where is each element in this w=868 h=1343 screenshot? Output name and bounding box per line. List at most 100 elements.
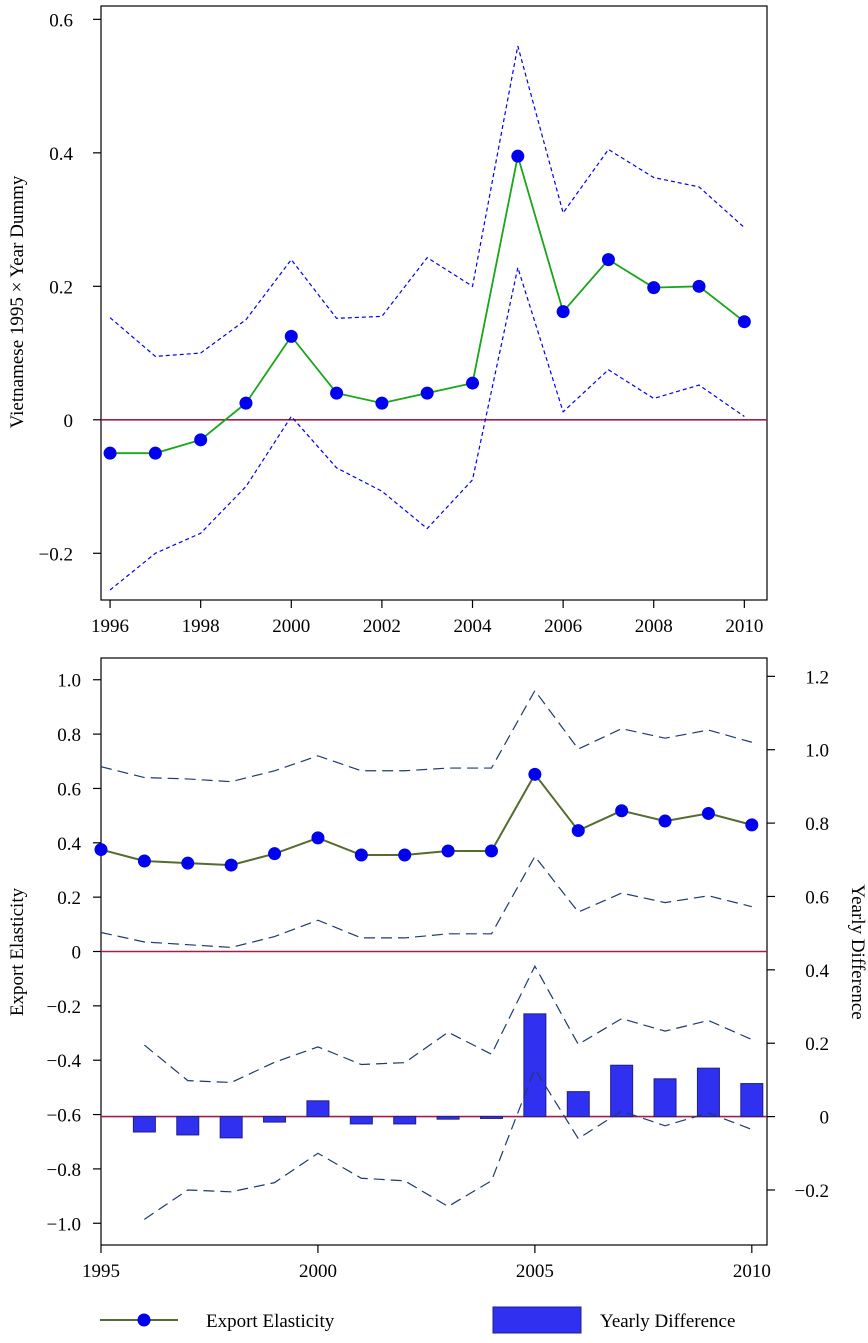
legend-bar-swatch	[492, 1306, 582, 1334]
top-point-2004	[466, 376, 480, 390]
top-estimate-polyline	[110, 155, 745, 455]
bottom-y-tick-label-1: 1.0	[57, 671, 81, 692]
bottom-confidence-bands	[100, 689, 753, 1220]
bottom-left-y-axis: 1.0 0.8 0.6 0.4 0.2 0 −0.2 −0.4 −0.6 −0.8 −1.0	[47, 671, 101, 1235]
bottom-y2-tick-label-0.2: 0.2	[805, 1034, 829, 1055]
yearly-difference-bar-2003	[436, 1116, 460, 1120]
export-elasticity-point-2010	[745, 818, 759, 832]
yearly-difference-bar-2005	[523, 1013, 547, 1118]
top-x-tick-label-2004: 2004	[454, 616, 493, 637]
legend-marker-swatch	[137, 1313, 151, 1327]
elasticity-upper-ci	[100, 689, 752, 783]
bottom-y-tick-label--0.2: −0.2	[47, 997, 81, 1018]
top-y-tick-label-0: 0	[64, 411, 74, 432]
bottom-y-tick-label--1: −1.0	[47, 1214, 81, 1235]
elasticity-lower-ci	[100, 855, 752, 949]
top-y-tick-label-0.2: 0.2	[49, 277, 73, 298]
bottom-y2-tick-label-0: 0	[820, 1108, 830, 1129]
export-elasticity-point-1999	[268, 847, 282, 861]
bottom-x-axis: 1995 2000 2005 2010	[82, 1245, 771, 1282]
export-elasticity-points	[94, 767, 759, 872]
bottom-y-tick-label--0.4: −0.4	[47, 1051, 82, 1072]
yearly-difference-bar-1999	[263, 1116, 287, 1123]
yearly-difference-bar-2009	[696, 1067, 720, 1118]
bottom-x-tick-label-2010: 2010	[733, 1261, 771, 1282]
yearly-difference-bar-2002	[393, 1116, 417, 1125]
top-confidence-bands	[109, 45, 745, 591]
bottom-y-tick-label--0.6: −0.6	[47, 1106, 81, 1127]
bottom-chart: 1995 2000 2005 2010 1.0 0.8 0.6 0.4 0.2 0 −0.2 −0.…	[7, 657, 868, 1282]
yearly-difference-bar-2004	[479, 1116, 503, 1119]
top-point-1998	[194, 433, 208, 447]
legend-item-yearly-difference: Yearly Difference	[492, 1306, 735, 1334]
yearly-difference-bar-1998	[219, 1116, 243, 1139]
top-x-tick-label-1998: 1998	[182, 616, 220, 637]
top-point-1999	[239, 396, 253, 410]
top-point-2002	[375, 396, 389, 410]
export-elasticity-point-2003	[441, 844, 455, 858]
export-elasticity-point-2007	[615, 804, 629, 818]
difference-upper-ci	[144, 964, 753, 1084]
top-point-2000	[284, 329, 298, 343]
yearly-difference-bar-2010	[740, 1083, 764, 1118]
top-estimate-line	[110, 155, 745, 455]
bottom-y2-tick-label-1: 1.0	[805, 741, 829, 762]
bottom-y-tick-label--0.8: −0.8	[47, 1160, 81, 1181]
export-elasticity-line	[100, 772, 753, 867]
top-x-tick-label-2000: 2000	[272, 616, 310, 637]
legend-item-export-elasticity: Export Elasticity	[100, 1311, 335, 1332]
top-point-2006	[556, 305, 570, 319]
export-elasticity-point-2008	[658, 814, 672, 828]
yearly-difference-bar-1997	[176, 1116, 200, 1136]
bottom-y2-axis-title: Yearly Difference	[847, 884, 868, 1019]
top-y-tick-label--0.2: −0.2	[39, 544, 73, 565]
export-elasticity-point-1997	[181, 856, 195, 870]
bottom-right-y-axis: 1.2 1.0 0.8 0.6 0.4 0.2 0 −0.2	[767, 667, 830, 1202]
top-point-2009	[692, 279, 706, 293]
bottom-y-tick-label-0: 0	[72, 943, 82, 964]
top-point-2001	[330, 386, 344, 400]
bottom-y2-tick-label-1.2: 1.2	[805, 667, 829, 688]
export-elasticity-point-2001	[354, 848, 368, 862]
top-point-1996	[103, 446, 117, 460]
bottom-y2-tick-label-0.8: 0.8	[805, 814, 829, 835]
top-x-tick-label-2008: 2008	[635, 616, 673, 637]
bottom-y-tick-label-0.2: 0.2	[57, 888, 81, 909]
top-point-2008	[647, 281, 661, 295]
bottom-x-tick-label-2000: 2000	[299, 1261, 337, 1282]
export-elasticity-point-2009	[701, 806, 715, 820]
top-y-axis: 0.6 0.4 0.2 0 −0.2	[39, 10, 101, 565]
bottom-y-tick-label-0.6: 0.6	[57, 779, 81, 800]
top-y-tick-label-0.6: 0.6	[49, 10, 73, 31]
yearly-difference-bar-2006	[566, 1091, 590, 1118]
top-point-2005	[511, 149, 525, 163]
export-elasticity-point-2006	[571, 824, 585, 838]
yearly-difference-bar-2007	[610, 1064, 634, 1118]
export-elasticity-point-1998	[224, 858, 238, 872]
top-point-2007	[601, 253, 615, 267]
top-point-2003	[420, 386, 434, 400]
bottom-x-tick-label-1995: 1995	[82, 1261, 120, 1282]
top-point-2010	[737, 315, 751, 329]
top-y-tick-label-0.4: 0.4	[49, 144, 73, 165]
export-elasticity-point-2004	[484, 844, 498, 858]
top-y-axis-title: Vietnamese 1995 × Year Dummy	[7, 175, 28, 428]
export-elasticity-point-2000	[311, 831, 325, 845]
bottom-y2-tick-label--0.2: −0.2	[795, 1181, 829, 1202]
export-elasticity-point-2002	[398, 848, 412, 862]
export-elasticity-point-1996	[137, 854, 151, 868]
top-plot-frame	[100, 5, 768, 601]
bottom-y2-tick-label-0.4: 0.4	[805, 961, 829, 982]
export-elasticity-point-1995	[94, 843, 108, 857]
legend: Export Elasticity Yearly Difference	[100, 1306, 735, 1334]
top-x-tick-label-2010: 2010	[725, 616, 763, 637]
bottom-y-axis-title: Export Elasticity	[7, 887, 28, 1016]
top-chart: 1996 1998 2000 2002 2004 2006 2008 2010 0.60.40…	[7, 5, 768, 637]
legend-label-yearly-difference: Yearly Difference	[600, 1311, 735, 1332]
yearly-difference-bars	[132, 1013, 764, 1139]
bottom-x-tick-label-2005: 2005	[516, 1261, 554, 1282]
top-x-axis: 1996 1998 2000 2002 2004 2006 2008 2010	[91, 600, 763, 637]
top-upper-ci-line	[109, 45, 745, 358]
top-estimate-points	[103, 149, 751, 460]
